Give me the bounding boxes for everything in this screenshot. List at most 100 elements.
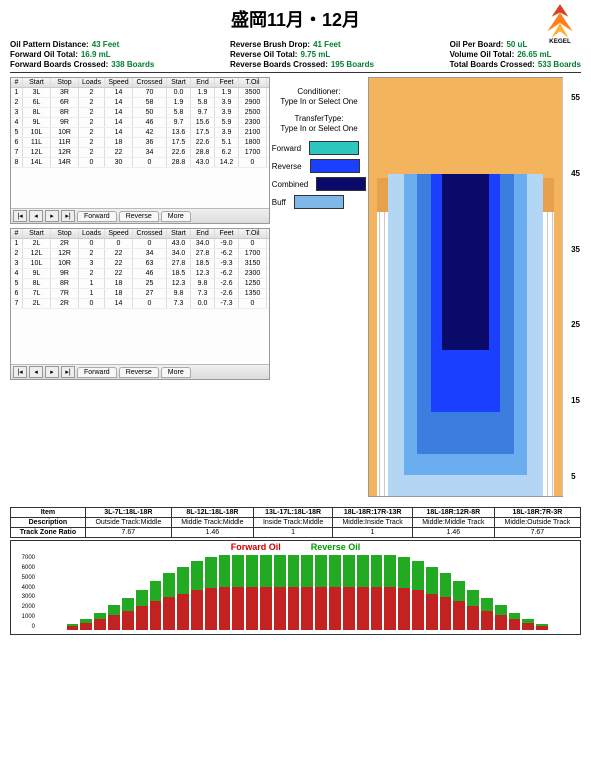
ratio-table: Item3L-7L:18L-18R8L-12L:18L-18R13L-17L:1… (10, 507, 581, 538)
table-row[interactable]: 212L12R2223434.027.8-6.21700 (11, 249, 269, 259)
stat-label: Forward Oil Total: (10, 50, 78, 59)
legend-swatch (310, 159, 360, 173)
transfer-label: TransferType: (280, 114, 357, 124)
tab-more[interactable]: More (161, 211, 191, 222)
col-header: Stop (51, 78, 79, 87)
tab-reverse[interactable]: Reverse (119, 367, 159, 378)
stat-value: 16.9 mL (81, 50, 111, 59)
table-row[interactable]: 712L12R2223422.628.86.21700 (11, 148, 269, 158)
table-row[interactable]: 49L9R214469.715.65.92300 (11, 118, 269, 128)
table-row[interactable]: 13L3R214700.01.91.93500 (11, 88, 269, 98)
stat-label: Reverse Oil Total: (230, 50, 297, 59)
oil-bar (481, 555, 493, 630)
col-header: Stop (51, 229, 79, 238)
col-header: End (191, 229, 215, 238)
oil-bar (412, 555, 424, 630)
stat-label: Reverse Brush Drop: (230, 40, 310, 49)
col-header: Start (167, 78, 191, 87)
stat-label: Volume Oil Total: (450, 50, 515, 59)
legend-swatch (309, 141, 359, 155)
oil-bar (495, 555, 507, 630)
stat-value: 533 Boards (538, 60, 581, 69)
table-row[interactable]: 26L6R214581.95.83.92900 (11, 98, 269, 108)
lane-y-tick: 55 (571, 93, 580, 102)
table-row[interactable]: 72L2R01407.30.0-7.30 (11, 299, 269, 309)
table-row[interactable]: 12L2R00043.034.0-9.00 (11, 239, 269, 249)
oil-bar (564, 555, 576, 630)
scroll-last-icon[interactable]: ▸| (61, 210, 75, 222)
oil-bar (205, 555, 217, 630)
transfer-value[interactable]: Type In or Select One (280, 124, 357, 134)
lane-y-tick: 15 (571, 396, 580, 405)
oil-bar (94, 555, 106, 630)
scroll-first-icon[interactable]: |◂ (13, 366, 27, 378)
middle-panel: Conditioner: Type In or Select One Trans… (274, 77, 364, 497)
oil-bar (288, 555, 300, 630)
oil-bar (315, 555, 327, 630)
col-header: T.Oil (239, 229, 267, 238)
oil-bar (232, 555, 244, 630)
oil-bar (371, 555, 383, 630)
stat-label: Oil Per Board: (450, 40, 504, 49)
table-row[interactable]: 510L10R2144213.617.53.92100 (11, 128, 269, 138)
scroll-last-icon[interactable]: ▸| (61, 366, 75, 378)
table-row[interactable]: 310L10R3226327.818.5-9.33150 (11, 259, 269, 269)
oil-bar (260, 555, 272, 630)
scroll-next-icon[interactable]: ▸ (45, 366, 59, 378)
col-header: Speed (105, 78, 133, 87)
oil-bar (536, 555, 548, 630)
ratio-desc-header: Description (11, 518, 86, 528)
col-header: Loads (79, 229, 105, 238)
stat-value: 43 Feet (92, 40, 120, 49)
svg-text:KEGEL: KEGEL (549, 38, 571, 44)
col-header: Crossed (133, 78, 167, 87)
stat-value: 26.65 mL (517, 50, 551, 59)
reverse-table: #StartStopLoadsSpeedCrossedStartEndFeetT… (10, 228, 270, 380)
oil-bar (357, 555, 369, 630)
tab-more[interactable]: More (161, 367, 191, 378)
oil-bar (453, 555, 465, 630)
header: 盛岡11月・12月 KEGEL (10, 6, 581, 32)
table-row[interactable]: 49L9R2224618.512.3-6.22300 (11, 269, 269, 279)
table-row[interactable]: 67L7R118279.87.3-2.61350 (11, 289, 269, 299)
oil-bar (150, 555, 162, 630)
scroll-next-icon[interactable]: ▸ (45, 210, 59, 222)
tab-forward[interactable]: Forward (77, 211, 117, 222)
table-row[interactable]: 58L8R1182512.39.8-2.61250 (11, 279, 269, 289)
legend-label: Combined (272, 180, 308, 189)
oil-bar (177, 555, 189, 630)
scroll-prev-icon[interactable]: ◂ (29, 366, 43, 378)
oil-bar (384, 555, 396, 630)
tab-forward[interactable]: Forward (77, 367, 117, 378)
oil-bar (53, 555, 65, 630)
col-header: Crossed (133, 229, 167, 238)
stat-value: 41 Feet (313, 40, 341, 49)
scroll-prev-icon[interactable]: ◂ (29, 210, 43, 222)
kegel-logo: KEGEL (539, 2, 581, 44)
tab-reverse[interactable]: Reverse (119, 211, 159, 222)
stat-value: 195 Boards (331, 60, 374, 69)
stat-label: Reverse Boards Crossed: (230, 60, 328, 69)
table-row[interactable]: 814L14R030028.843.014.20 (11, 158, 269, 168)
lane-y-tick: 5 (571, 472, 580, 481)
stat-value: 50 uL (506, 40, 527, 49)
forward-oil-label: Forward Oil (231, 542, 281, 552)
col-header: # (11, 78, 23, 87)
conditioner-value[interactable]: Type In or Select One (280, 97, 357, 107)
table-row[interactable]: 38L8R214505.89.73.92500 (11, 108, 269, 118)
oil-bar (67, 555, 79, 630)
table-row[interactable]: 611L11R2183617.522.65.11800 (11, 138, 269, 148)
oil-bar (219, 555, 231, 630)
ratio-zone-header: Track Zone Ratio (11, 528, 86, 538)
stat-label: Oil Pattern Distance: (10, 40, 89, 49)
oil-bar (509, 555, 521, 630)
legend-swatch (316, 177, 366, 191)
reverse-oil-label: Reverse Oil (311, 542, 361, 552)
col-header: # (11, 229, 23, 238)
stats-bar: Oil Pattern Distance:43 Feet Forward Oil … (10, 40, 581, 73)
oil-bar (122, 555, 134, 630)
scroll-first-icon[interactable]: |◂ (13, 210, 27, 222)
oil-bar (426, 555, 438, 630)
col-header: Start (167, 229, 191, 238)
stat-value: 9.75 mL (300, 50, 330, 59)
